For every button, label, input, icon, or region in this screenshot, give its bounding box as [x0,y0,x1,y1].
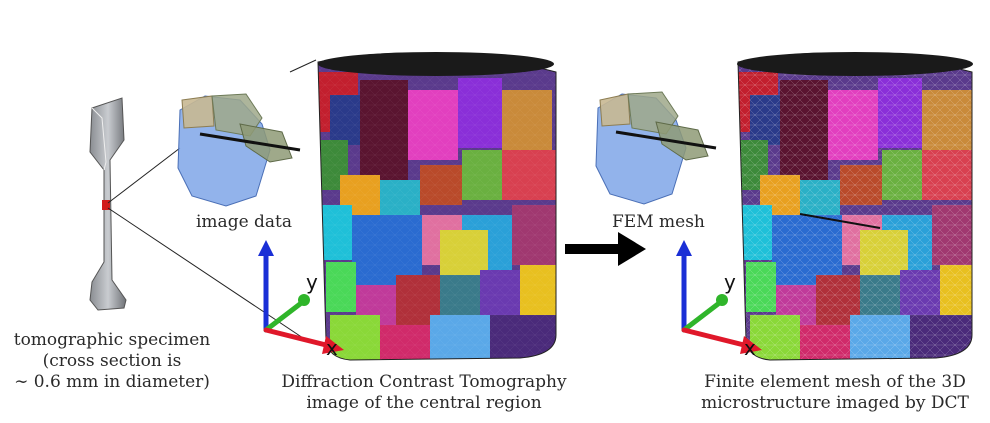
specimen-caption-line-2: (cross section is [42,351,182,371]
fem-axis-y-label: y [724,270,736,294]
zoom-lines [107,59,317,341]
dct-caption: Diffraction Contrast Tomography image of… [276,372,572,414]
image-data-grains [177,93,301,207]
dct-axis-x-label: x [326,336,338,360]
dct-volume [317,52,557,361]
fem-axis-x-label: x [744,336,756,360]
dct-caption-line-2: image of the central region [306,393,542,413]
specimen-caption: tomographic specimen (cross section is ∼… [6,330,218,393]
image-data-grains-right [595,91,717,205]
specimen-gauge-region [102,200,110,210]
fem-caption-line-1: Finite element mesh of the 3D [704,372,966,392]
fem-caption-line-2: microstructure imaged by DCT [701,393,969,413]
fem-mesh-label: FEM mesh [612,212,705,232]
fem-axes [676,240,762,354]
fem-volume [737,52,973,361]
process-arrow [565,232,646,266]
specimen-caption-line-1: tomographic specimen [13,330,211,350]
dct-caption-line-1: Diffraction Contrast Tomography [281,372,567,392]
fem-caption: Finite element mesh of the 3D microstruc… [690,372,980,414]
specimen-caption-line-3: ∼ 0.6 mm in diameter) [14,372,210,392]
dct-axes [258,240,344,354]
tomographic-specimen [89,97,127,311]
image-data-label: image data [196,212,293,232]
dct-axis-y-label: y [306,270,318,294]
